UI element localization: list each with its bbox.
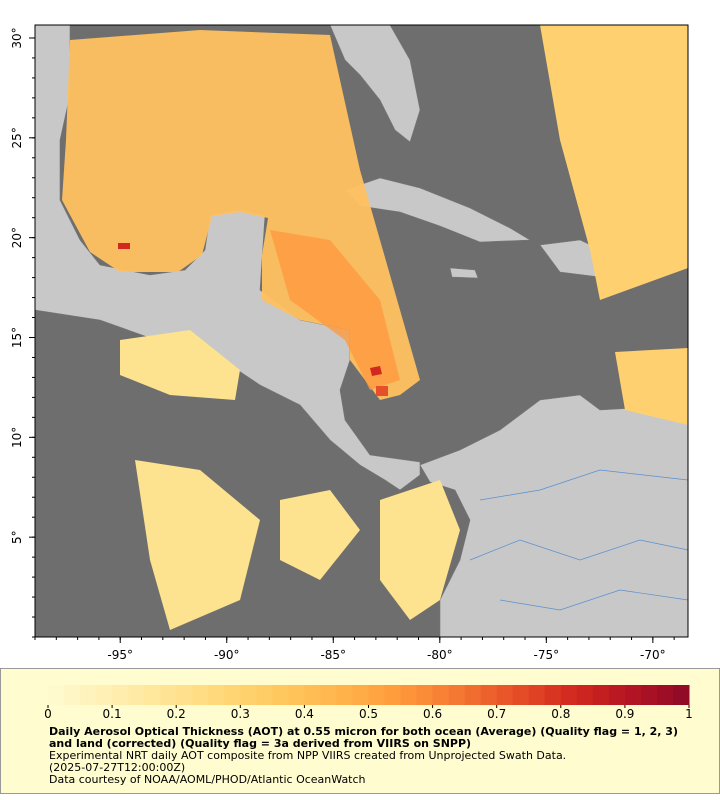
colorbar-cell xyxy=(544,685,562,705)
colorbar-cell xyxy=(592,685,610,705)
colorbar-tick-label: 0.5 xyxy=(359,707,378,721)
colorbar-tick-label: 0.1 xyxy=(103,707,122,721)
colorbar-cell xyxy=(144,685,161,705)
x-tick-label: -80° xyxy=(427,648,453,662)
colorbar-cell xyxy=(176,685,193,705)
caption-line: Data courtesy of NOAA/AOML/PHOD/Atlantic… xyxy=(49,773,366,786)
y-tick-label: 30° xyxy=(10,27,24,48)
colorbar-cell xyxy=(448,685,466,705)
x-tick-label: -95° xyxy=(107,648,133,662)
colorbar-cell xyxy=(320,685,337,705)
colorbar-cell xyxy=(224,685,241,705)
map-frame xyxy=(34,24,689,638)
aot-swaths xyxy=(62,25,688,630)
colorbar-tick-label: 0.4 xyxy=(295,707,314,721)
rivers xyxy=(469,469,689,611)
y-tick-label: 20° xyxy=(10,227,24,248)
colorbar-cell xyxy=(416,685,434,705)
colorbar-cell xyxy=(400,685,418,705)
colorbar-cell xyxy=(96,685,113,705)
caption-line: (2025-07-27T12:00:00Z) xyxy=(49,761,186,774)
x-tick-label: -85° xyxy=(320,648,346,662)
colorbar-tick-label: 0.7 xyxy=(487,707,506,721)
colorbar-cell xyxy=(512,685,530,705)
colorbar-cell xyxy=(240,685,257,705)
caption-line: Experimental NRT daily AOT composite fro… xyxy=(49,749,567,762)
colorbar-cell xyxy=(640,685,658,705)
colorbar-cell xyxy=(624,685,642,705)
y-tick-label: 25° xyxy=(10,127,24,148)
colorbar-cell xyxy=(64,685,81,705)
colorbar-cell xyxy=(160,685,177,705)
colorbar-cell xyxy=(608,685,626,705)
colorbar-cell xyxy=(128,685,145,705)
x-tick-label: -75° xyxy=(534,648,560,662)
y-tick-label: 10° xyxy=(10,427,24,448)
map-figure: -95° -90° -85° -80° -75° -70° 5° 10° 15° 20° 25° 30… xyxy=(10,24,689,662)
colorbar-tick-label: 0.9 xyxy=(615,707,634,721)
caption-title: Daily Aerosol Optical Thickness (AOT) at… xyxy=(49,725,678,750)
colorbar-cell xyxy=(352,685,369,705)
x-tick-label: -90° xyxy=(214,648,240,662)
colorbar-cell xyxy=(480,685,498,705)
colorbar-cell xyxy=(576,685,594,705)
colorbar: 0 0.1 0.2 0.3 0.4 0.5 0.6 0.7 0.8 0.9 1 xyxy=(44,685,693,721)
colorbar-cell xyxy=(384,685,402,705)
colorbar-cell xyxy=(336,685,353,705)
colorbar-cell xyxy=(496,685,514,705)
y-tick-label: 15° xyxy=(10,327,24,348)
y-tick-label: 5° xyxy=(10,530,24,544)
colorbar-cell xyxy=(48,685,65,705)
colorbar-tick-label: 0.2 xyxy=(167,707,186,721)
caption: Daily Aerosol Optical Thickness (AOT) at… xyxy=(49,726,689,786)
colorbar-tick-label: 1 xyxy=(685,707,693,721)
colorbar-cell xyxy=(256,685,273,705)
colorbar-tick-label: 0 xyxy=(44,707,52,721)
colorbar-cell xyxy=(112,685,129,705)
x-tick-label: -70° xyxy=(640,648,666,662)
colorbar-cell xyxy=(368,685,386,705)
colorbar-cell xyxy=(656,685,674,705)
colorbar-cell xyxy=(192,685,209,705)
colorbar-cell xyxy=(432,685,450,705)
legend-panel: 0 0.1 0.2 0.3 0.4 0.5 0.6 0.7 0.8 0.9 1 Daily Aero… xyxy=(0,668,720,794)
colorbar-cell xyxy=(304,685,321,705)
colorbar-tick-label: 0.6 xyxy=(423,707,442,721)
colorbar-cell xyxy=(672,685,690,705)
colorbar-cell xyxy=(208,685,225,705)
colorbar-cell xyxy=(288,685,305,705)
colorbar-cell xyxy=(80,685,97,705)
axis-ticks: -95° -90° -85° -80° -75° -70° 5° 10° 15° 20° 25° 30… xyxy=(10,27,675,662)
colorbar-tick-label: 0.8 xyxy=(551,707,570,721)
colorbar-tick-label: 0.3 xyxy=(231,707,250,721)
colorbar-cell xyxy=(464,685,482,705)
colorbar-cell xyxy=(560,685,578,705)
colorbar-cell xyxy=(272,685,289,705)
colorbar-cell xyxy=(528,685,546,705)
